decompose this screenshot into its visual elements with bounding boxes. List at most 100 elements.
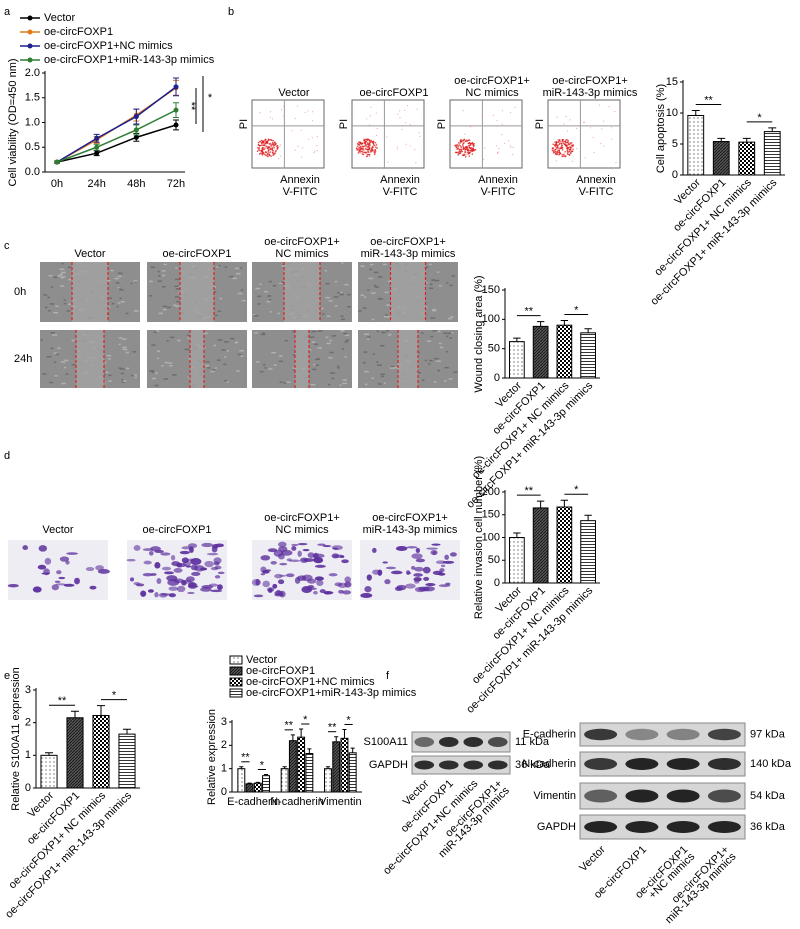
axis-label: Annexin [380,174,420,186]
flow-event [266,145,268,148]
cell-texture [449,337,453,339]
wound-gap [76,330,104,388]
cell-texture [416,372,422,374]
flow-event [507,140,510,142]
flow-event [555,142,558,145]
panel-letter: d [4,450,10,462]
invading-cell [56,570,62,575]
flow-event [375,112,377,114]
cell-texture [63,299,66,301]
flow-event [561,155,563,158]
flow-event [374,149,376,151]
cell-texture [292,367,298,369]
invading-cell [413,577,422,582]
bar [40,754,58,789]
blot-band [625,789,659,803]
invading-cell [185,576,195,583]
flow-event [359,151,361,153]
invading-cell [188,582,197,588]
invading-cell [265,569,272,572]
cell-texture [343,332,348,335]
flow-event [371,141,374,144]
cell-texture [344,341,348,343]
invading-cell [307,552,315,559]
cell-texture [337,367,340,369]
panel-letter: f [386,670,390,682]
invading-cell [395,545,408,552]
bar [118,733,136,789]
flow-event [498,147,500,150]
cell-texture [341,262,344,264]
flow-event [571,144,574,147]
flow-event [496,119,498,121]
panel-letter: c [4,240,10,252]
axis-label: Annexin [576,174,616,186]
panel-title: Vector [278,87,310,99]
flow-event [468,139,471,141]
flow-event [457,154,459,156]
flow-event [270,155,272,157]
invading-cell [366,574,372,581]
flow-event [461,154,464,156]
x-tick-label: 24h [87,178,105,190]
flow-event [356,149,359,151]
invading-cell [168,586,179,591]
y-tick-label: 100 [482,531,500,543]
flow-event [272,154,274,156]
flow-event [364,142,367,144]
flow-event [557,138,559,141]
flow-event [387,161,389,163]
invading-cell [431,543,441,546]
flow-event [271,147,274,150]
invading-cell [278,553,285,560]
flow-event [468,144,471,147]
panel-title: oe-circFOXP1+ [372,512,448,524]
cell-texture [184,348,190,351]
cell-texture [363,296,366,298]
cell-texture [122,346,127,349]
flow-event [263,144,266,147]
bar [556,324,573,379]
panel-letter: e [4,670,10,682]
flow-event [257,141,260,144]
error-bar [768,127,777,132]
flow-event [372,146,374,149]
cell-texture [121,338,127,340]
flow-event [269,142,272,145]
flow-event [265,141,267,144]
size-label: 11 kDa [515,736,550,748]
cell-texture [292,330,296,333]
cell-texture [203,332,208,335]
invading-cell [319,589,326,594]
cell-texture [240,289,244,291]
flow-event [610,127,613,129]
cell-texture [47,310,51,312]
flow-event [501,133,503,136]
cell-texture [269,299,272,301]
cell-texture [342,379,347,381]
flow-event [458,148,461,151]
invading-cell [405,583,416,589]
flow-event [457,146,459,149]
cell-texture [331,335,337,337]
significance-label: ** [58,695,67,707]
flow-event [365,145,367,148]
flow-event [554,141,556,144]
invading-cell [210,589,223,593]
y-tick-label: 2 [25,717,31,729]
bar [509,341,525,379]
invading-cell [297,550,302,557]
cell-texture [158,312,164,315]
cell-texture [367,336,371,338]
invading-cell [206,552,219,556]
flow-event [469,142,471,145]
flow-event [268,151,270,154]
cell-texture [174,296,179,298]
lane-label: Vector [577,843,608,874]
x-tick-label: oe-circFOXP1+ NC mimics [652,176,754,278]
cell-texture [223,363,227,366]
cell-texture [313,343,318,345]
invading-cell [272,583,278,589]
